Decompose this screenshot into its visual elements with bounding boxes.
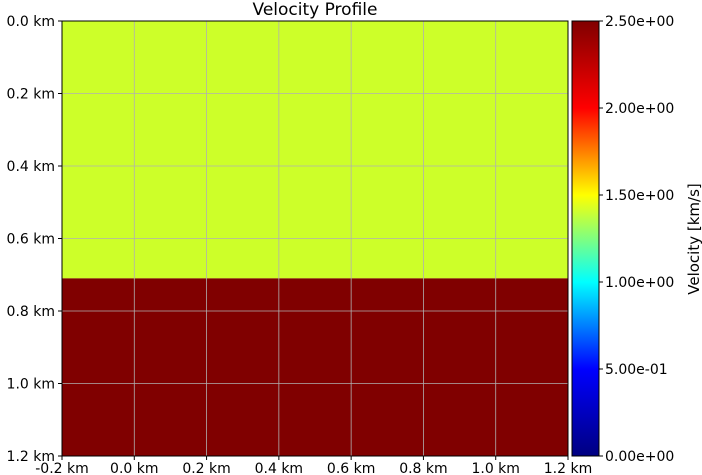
colorbar-gradient	[571, 20, 600, 457]
colorbar-tick-label: 1.00e+00	[605, 275, 674, 291]
colorbar-tick-label: 1.50e+00	[605, 188, 674, 204]
x-tick-label: 0.0 km	[110, 461, 158, 475]
chart-title: Velocity Profile	[253, 0, 378, 20]
x-tick-label: 0.8 km	[399, 461, 447, 475]
plot-area	[62, 21, 568, 456]
y-tick-label: 0.2 km	[7, 87, 55, 103]
x-tick-label: 0.4 km	[255, 461, 303, 475]
y-tick-label: 0.6 km	[7, 232, 55, 248]
velocity-layer-1	[62, 278, 568, 456]
colorbar: 0.00e+00 5.00e-01 1.00e+00 1.50e+00 2.00e+00…	[571, 14, 702, 465]
colorbar-label: Velocity [km/s]	[685, 183, 702, 294]
x-tick-label: 1.0 km	[471, 461, 519, 475]
y-tick-label: 1.2 km	[7, 449, 55, 465]
x-axis: -0.2 km 0.0 km 0.2 km 0.4 km 0.6 km 0.8 km 1.0…	[35, 456, 592, 475]
colorbar-tick-label: 5.00e-01	[605, 362, 668, 378]
colorbar-ticks: 0.00e+00 5.00e-01 1.00e+00 1.50e+00 2.00e+00…	[599, 14, 674, 465]
x-tick-label: 0.2 km	[182, 461, 230, 475]
colorbar-tick-label: 2.00e+00	[605, 101, 674, 117]
y-tick-label: 0.4 km	[7, 159, 55, 175]
x-tick-label: 0.6 km	[327, 461, 375, 475]
y-tick-label: 0.0 km	[7, 14, 55, 30]
grid-lines	[62, 21, 568, 456]
x-tick-label: -0.2 km	[35, 461, 89, 475]
colorbar-tick-label: 0.00e+00	[605, 449, 674, 465]
colorbar-tick-label: 2.50e+00	[605, 14, 674, 30]
y-tick-label: 1.0 km	[7, 377, 55, 393]
x-tick-label: 1.2 km	[544, 461, 592, 475]
y-tick-label: 0.8 km	[7, 304, 55, 320]
velocity-layer-0	[62, 21, 568, 279]
y-axis: 0.0 km 0.2 km 0.4 km 0.6 km 0.8 km 1.0 km 1.2 …	[7, 14, 62, 465]
